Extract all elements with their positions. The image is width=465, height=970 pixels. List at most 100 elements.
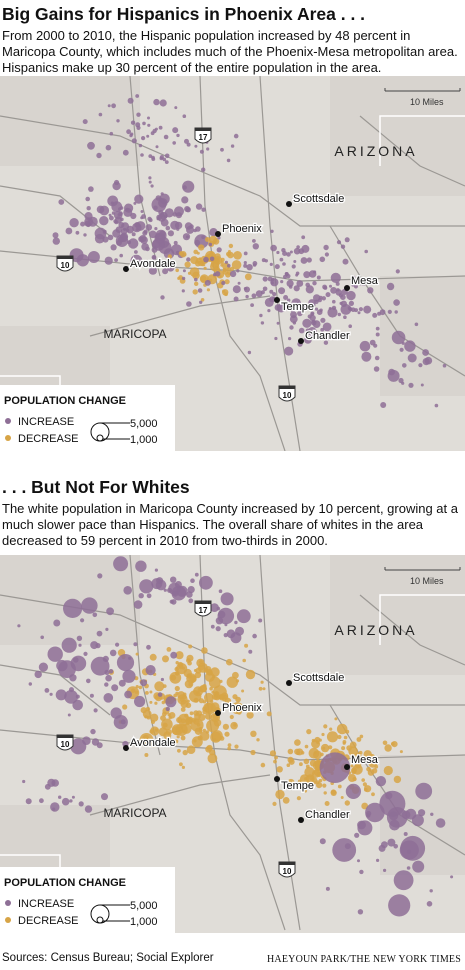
dot — [212, 238, 220, 245]
dot — [116, 119, 120, 123]
dot — [138, 685, 143, 690]
dot — [322, 783, 327, 788]
dot — [188, 682, 193, 687]
city-label: Tempe — [281, 301, 314, 313]
highway-label: 17 — [199, 133, 208, 142]
dot — [342, 258, 349, 265]
dot — [380, 402, 387, 408]
dot — [81, 597, 98, 614]
dot — [274, 336, 278, 341]
dot — [78, 643, 82, 647]
dot — [348, 746, 358, 756]
dot — [364, 249, 369, 254]
dot — [233, 133, 239, 139]
dot — [406, 866, 411, 870]
dot — [99, 205, 110, 216]
dot — [198, 244, 205, 251]
dot — [246, 711, 254, 719]
dot — [176, 735, 180, 739]
dot — [154, 227, 158, 231]
dot — [176, 727, 181, 732]
dot — [335, 289, 343, 296]
dot — [163, 588, 167, 592]
dot — [84, 220, 91, 227]
dot — [270, 229, 274, 233]
dot — [161, 718, 173, 731]
dot — [296, 796, 301, 801]
dot — [145, 224, 153, 231]
dot — [314, 299, 319, 304]
dot — [387, 309, 392, 314]
dot — [250, 749, 256, 756]
dot — [383, 765, 393, 776]
title: Big Gains for Hispanics in Phoenix Area … — [2, 4, 366, 24]
highway-shield-top — [195, 128, 211, 131]
dot — [301, 244, 310, 253]
dot — [328, 745, 333, 750]
dot — [361, 778, 366, 782]
dot — [322, 284, 327, 290]
dot — [212, 675, 216, 679]
dot — [207, 753, 218, 764]
dot — [199, 731, 210, 741]
dot — [209, 749, 216, 756]
county-label: MARICOPA — [103, 806, 166, 820]
dot — [284, 346, 294, 356]
dot — [204, 279, 211, 286]
legend-box — [0, 385, 175, 451]
dot — [346, 290, 356, 301]
dot — [186, 591, 193, 598]
dot — [170, 220, 180, 230]
dot — [350, 764, 354, 768]
dot — [122, 669, 136, 683]
dot — [69, 218, 79, 228]
dot — [321, 732, 325, 737]
dot — [364, 788, 368, 792]
dot — [226, 658, 233, 666]
dot — [412, 860, 425, 873]
dot — [303, 758, 310, 765]
dot — [450, 875, 454, 879]
dot — [188, 598, 194, 604]
dot — [402, 363, 407, 368]
dot — [244, 273, 252, 281]
dot — [130, 688, 136, 693]
legend-size-label: 1,000 — [130, 434, 158, 446]
city-marker — [344, 285, 350, 291]
dot — [126, 129, 131, 135]
dot — [199, 149, 204, 154]
city-label: Chandler — [305, 809, 350, 821]
city-marker — [286, 201, 292, 207]
dot — [407, 353, 417, 363]
dot — [308, 270, 317, 278]
dot — [388, 368, 395, 376]
dot — [367, 769, 375, 776]
dot — [173, 240, 178, 245]
dot — [128, 656, 132, 660]
dot — [186, 257, 191, 262]
dot — [302, 303, 307, 309]
dot — [235, 626, 244, 636]
dot — [284, 304, 290, 309]
dot — [296, 245, 300, 249]
dot — [190, 578, 195, 583]
dot — [139, 733, 154, 747]
dot — [87, 141, 95, 150]
dot — [342, 740, 347, 744]
dot — [199, 300, 203, 304]
legend-title: POPULATION CHANGE — [4, 877, 126, 889]
dot — [88, 186, 94, 192]
dot — [299, 781, 303, 785]
dot — [343, 315, 347, 319]
dot — [213, 273, 217, 277]
dot — [58, 795, 62, 799]
dot — [283, 274, 287, 279]
dot — [141, 214, 147, 219]
dot — [221, 280, 226, 286]
dot — [287, 756, 294, 763]
dot — [345, 729, 350, 734]
dot — [193, 228, 197, 233]
dot — [323, 791, 327, 795]
highway-shield-top — [279, 386, 295, 389]
map: 10 Miles ARIZONA MARICOPA Scottsdale Phoenix… — [0, 555, 465, 933]
